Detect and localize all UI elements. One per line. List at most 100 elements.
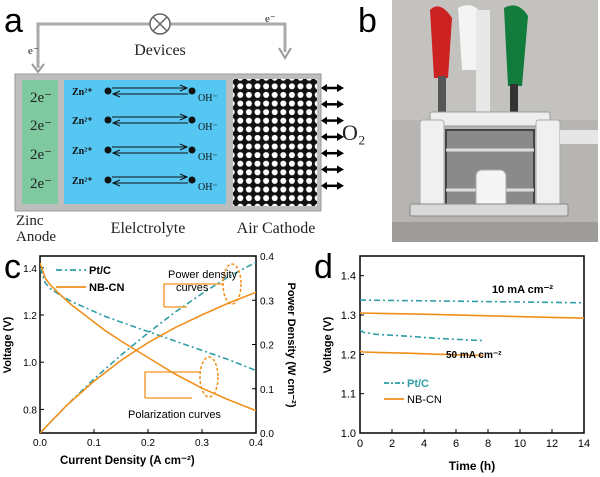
arrow-head-right	[337, 84, 344, 92]
y-tick-label: 1.4	[341, 271, 356, 283]
panel-b-label: b	[358, 2, 377, 40]
x-tick-label: 8	[485, 438, 491, 450]
x-tick-label: 0.3	[195, 438, 209, 449]
oh-ion-dot	[188, 146, 196, 154]
oxygen-label: O₂	[342, 120, 366, 145]
annotation-10ma: 10 mA cm⁻²	[492, 284, 553, 296]
panel-d: d 0 2 4 6 8 10 12 141.01.11.21.31.4 10 mA cm⁻² …	[314, 248, 590, 473]
panel-b: b	[358, 0, 598, 242]
y2-tick-label: 0.3	[260, 296, 274, 307]
zn-ion-label: Zn²⁺	[72, 87, 93, 98]
panel-d-label: d	[314, 248, 333, 286]
panel-a-label: a	[4, 2, 23, 40]
zinc-label: Zinc	[16, 213, 44, 229]
electron-arrow-right-icon	[278, 47, 292, 60]
arrow-head-left	[321, 100, 327, 109]
chart-c-legend: Pt/C NB-CN	[56, 265, 124, 294]
series-nbcn-power	[40, 291, 256, 433]
arrow-head-right	[337, 100, 344, 109]
arrow-head-left	[321, 84, 327, 92]
x-tick-label: 10	[514, 438, 526, 450]
x-tick-label: 0.0	[33, 438, 47, 449]
y-tick-label: 1.2	[23, 311, 37, 322]
arrow-head-left	[321, 181, 327, 190]
series-ptc	[360, 329, 484, 342]
chart-c-series	[40, 261, 256, 433]
y2-tick-label: 0.2	[260, 341, 274, 352]
y-tick-label: 0.8	[23, 405, 37, 416]
x-tick-label: 6	[453, 438, 459, 450]
zn-ion-dot	[104, 87, 112, 95]
x-tick-label: 4	[421, 438, 427, 450]
air-cathode-pores	[233, 79, 317, 206]
x-tick-label: 0	[357, 438, 363, 450]
chart-c-annotations: Power density curves Polarization curves	[128, 263, 242, 421]
arrow-left-icon	[111, 149, 121, 157]
arrow-left-icon	[111, 90, 121, 98]
x-tick-label: 2	[389, 438, 395, 450]
zn-ion-label: Zn²⁺	[72, 146, 93, 157]
chart-d-ylabel: Voltage (V)	[322, 316, 334, 373]
arrow-left-icon	[111, 119, 121, 127]
arrow-head-right	[337, 116, 344, 125]
electron-label-left: e⁻	[28, 45, 39, 57]
chart-c-ylabel: Voltage (V)	[2, 316, 14, 373]
x-tick-label: 14	[578, 438, 590, 450]
arrow-right-icon	[179, 143, 189, 151]
arrow-right-icon	[179, 84, 189, 92]
red-clip	[430, 6, 452, 78]
arrow-head-right	[337, 149, 344, 158]
circuit-wire	[36, 22, 287, 68]
series-nbcn-voltage	[40, 262, 256, 412]
panel-c: c 0.0 0.1 0.2 0.3 0.40.81.01.21.40.00.10.20.…	[2, 248, 297, 467]
zinc-anode	[22, 80, 58, 204]
chart-c-ticks: 0.0 0.1 0.2 0.3 0.4 0.8 1.0 1.2 1.4 0.0 0.1 0.2 0.3 0…	[23, 252, 274, 449]
zn-ion-dot	[104, 176, 112, 184]
y-tick-label: 1.2	[341, 349, 356, 361]
lamp-icon	[149, 13, 171, 35]
series-ptc	[360, 299, 584, 304]
zn-ion-dot	[104, 116, 112, 124]
y-tick-label: 1.0	[341, 428, 356, 440]
electrode-rod	[476, 10, 490, 120]
y2-tick-label: 0.0	[260, 429, 274, 440]
arrow-head-left	[321, 165, 327, 174]
x-tick-label: 0.1	[87, 438, 101, 449]
annotation-power-density-line2: curves	[176, 282, 209, 294]
zn-ion-dot	[104, 146, 112, 154]
annotation-polarization: Polarization curves	[128, 409, 221, 421]
legend-ptc-label: Pt/C	[89, 265, 111, 277]
x-tick-label: 0.4	[249, 438, 263, 449]
anode-electron-4: 2e⁻	[30, 176, 52, 192]
arrow-right-icon	[179, 173, 189, 181]
chart-c-y2label: Power Density (W cm⁻²)	[285, 283, 297, 408]
zn-ion-label: Zn²⁺	[72, 176, 93, 187]
chart-c-xlabel: Current Density (A cm⁻²)	[60, 455, 195, 467]
oh-ion-dot	[188, 176, 196, 184]
oh-ion-label: OH⁻	[198, 182, 218, 193]
panel-a: a Devices e⁻ e⁻ 2e⁻ 2e⁻ 2e⁻ 2e⁻ Zn²⁺OH⁻Z…	[4, 2, 366, 245]
legend-d-nbcn-label: NB-CN	[407, 394, 442, 406]
chart-d-ticks: 0 2 4 6 8 10 12 14 1.0 1.1 1.2 1.3 1.4	[341, 271, 590, 450]
y-tick-label: 1.0	[23, 358, 37, 369]
electron-arrow-left-icon	[31, 63, 45, 74]
chart-d-series	[360, 299, 584, 357]
arrow-right-icon	[179, 113, 189, 121]
legend-nbcn-label: NB-CN	[89, 282, 124, 294]
series-nbcn	[360, 312, 584, 319]
oxygen-arrows	[321, 84, 344, 190]
chart-d-legend: Pt/C NB-CN	[384, 378, 442, 406]
annotation-power-density-line1: Power density	[168, 269, 238, 281]
zn-ion-label: Zn²⁺	[72, 116, 93, 127]
oh-ion-label: OH⁻	[198, 152, 218, 163]
arrow-head-right	[337, 165, 344, 174]
arrow-head-right	[337, 132, 344, 141]
panel-c-label: c	[4, 248, 21, 286]
photo-of-battery-assembly	[392, 0, 598, 242]
series-ptc-voltage	[40, 267, 256, 372]
y-tick-label: 1.3	[341, 310, 356, 322]
chart-c-frame	[39, 255, 257, 434]
anode-electron-1: 2e⁻	[30, 90, 52, 106]
arrow-head-right	[337, 181, 344, 190]
y2-tick-label: 0.1	[260, 385, 274, 396]
